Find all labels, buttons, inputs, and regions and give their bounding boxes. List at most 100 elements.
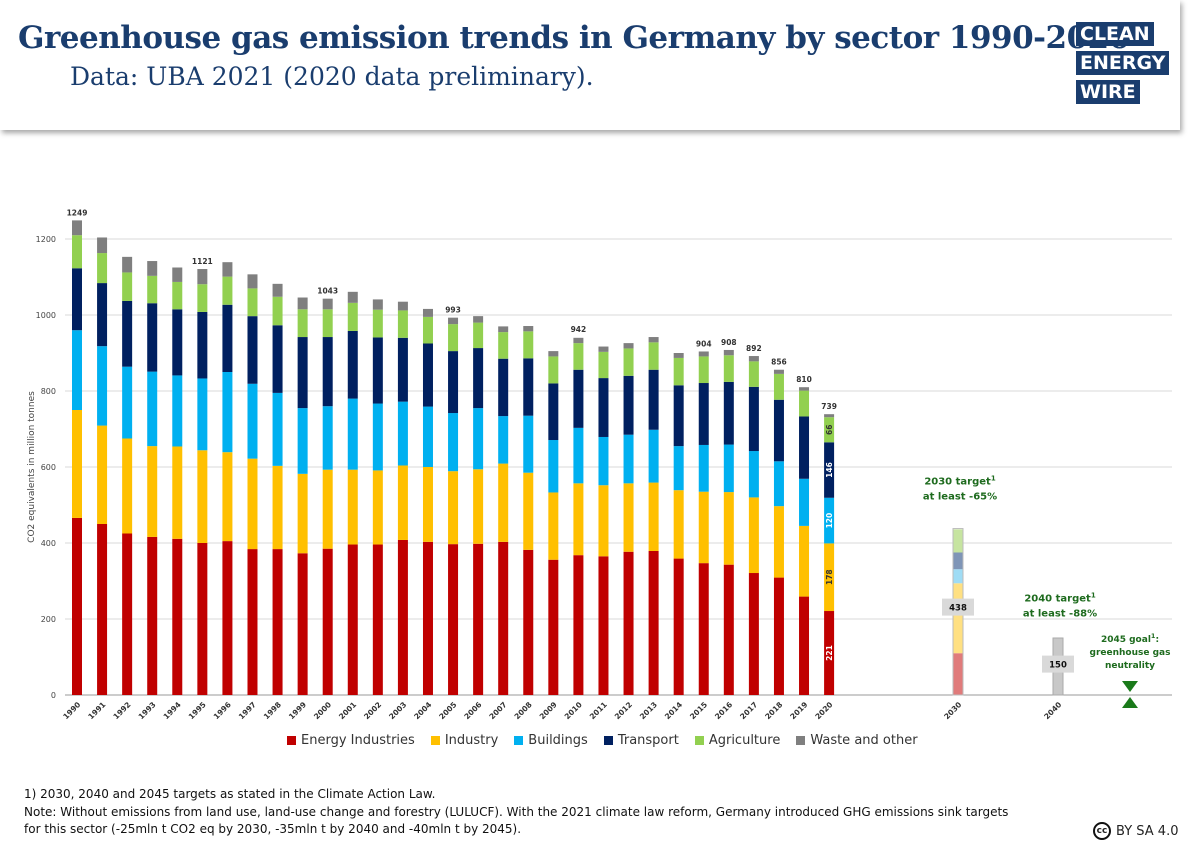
bar-segment-buildings-2012 (623, 434, 634, 484)
legend-item: Buildings (514, 733, 588, 748)
legend-swatch (796, 736, 806, 745)
bar-segment-agriculture-2010 (573, 343, 584, 370)
y-tick-label: 1200 (36, 235, 56, 244)
x-tick-label: 2003 (387, 700, 408, 721)
bar-segment-agriculture-1993 (147, 275, 158, 304)
bar-segment-waste-1997 (247, 274, 258, 289)
bar-segment-buildings-2004 (422, 406, 433, 467)
x-tick-label-target: 2040 (1042, 700, 1063, 721)
total-label-2018: 856 (771, 358, 787, 367)
bar-segment-industry-2008 (523, 472, 534, 550)
logo-line-1: CLEAN (1076, 22, 1154, 46)
bar-segment-waste-2001 (347, 291, 358, 303)
bar-segment-energy-1998 (272, 549, 283, 695)
bar-segment-transport-2014 (673, 385, 684, 447)
x-tick-label: 2010 (563, 700, 584, 721)
bar-segment-waste-2012 (623, 343, 634, 349)
bar-segment-waste-1995 (197, 269, 208, 285)
bar-segment-buildings-1997 (247, 383, 258, 459)
x-tick-label: 2012 (613, 700, 634, 721)
target-2030-segment-agriculture (953, 529, 963, 553)
bar-segment-transport-2000 (322, 337, 333, 407)
legend-swatch (603, 736, 613, 745)
bar-segment-waste-2015 (698, 351, 709, 357)
bar-segment-buildings-2007 (498, 416, 509, 464)
bar-segment-waste-2016 (723, 349, 734, 356)
bar-segment-waste-1992 (122, 256, 133, 273)
bar-segment-buildings-1998 (272, 392, 283, 466)
x-tick-label: 1995 (187, 700, 208, 721)
bar-segment-industry-2011 (598, 485, 609, 557)
bar-segment-industry-2016 (723, 492, 734, 565)
bar-segment-industry-2015 (698, 491, 709, 564)
neutrality-marker-down-icon (1122, 681, 1138, 692)
bar-segment-transport-2020 (824, 442, 835, 498)
bar-segment-waste-1994 (172, 267, 183, 282)
bar-segment-energy-2001 (347, 544, 358, 695)
bar-segment-waste-2013 (648, 337, 659, 343)
bar-segment-energy-2003 (397, 539, 408, 695)
bar-segment-buildings-1991 (97, 346, 108, 426)
bar-segment-industry-1992 (122, 438, 133, 534)
total-label-2016: 908 (721, 338, 737, 347)
legend-swatch (287, 736, 296, 745)
bar-segment-agriculture-2002 (372, 309, 383, 338)
x-tick-label: 2005 (437, 700, 458, 721)
target-caption-2045-line2: greenhouse gas (1090, 648, 1171, 658)
total-label-2005: 993 (445, 306, 461, 315)
license-badge[interactable]: cc BY SA 4.0 (1093, 822, 1178, 840)
bar-segment-waste-2006 (473, 316, 484, 323)
x-tick-label: 2011 (588, 700, 609, 721)
bar-segment-waste-2005 (448, 317, 459, 325)
bar-segment-energy-2015 (698, 563, 709, 695)
x-tick-label: 1996 (212, 700, 233, 721)
y-tick-label: 600 (41, 463, 56, 472)
legend-swatch (694, 736, 704, 745)
creative-commons-icon: cc (1093, 822, 1111, 840)
bar-segment-industry-2006 (473, 469, 484, 544)
target-value-label-2040: 150 (1049, 661, 1067, 671)
bar-segment-waste-2008 (523, 326, 534, 332)
total-label-2019: 810 (796, 375, 812, 384)
target-2030-segment-transport (953, 552, 963, 570)
bar-segment-energy-1995 (197, 543, 208, 695)
bar-segment-buildings-2001 (347, 398, 358, 470)
bar-segment-agriculture-1996 (222, 276, 233, 305)
target-caption-2040-line2: at least -88% (1023, 608, 1097, 619)
x-tick-label: 1997 (237, 700, 258, 721)
bar-segment-transport-2017 (748, 386, 759, 452)
bar-segment-buildings-2015 (698, 444, 709, 492)
bar-segment-industry-1997 (247, 458, 258, 550)
bar-segment-buildings-2011 (598, 436, 609, 486)
chart-legend: Energy Industries Industry Buildings Transp… (287, 733, 918, 748)
x-tick-label: 2013 (638, 700, 659, 721)
bar-segment-buildings-2008 (523, 415, 534, 473)
bar-segment-buildings-2014 (673, 446, 684, 491)
bar-segment-industry-1996 (222, 452, 233, 542)
bar-segment-transport-2004 (422, 343, 433, 407)
bar-segment-waste-2010 (573, 337, 584, 344)
bar-segment-buildings-2010 (573, 427, 584, 484)
bar-segment-buildings-2006 (473, 408, 484, 470)
x-tick-label: 2015 (688, 700, 709, 721)
bar-segment-transport-2013 (648, 369, 659, 430)
x-tick-label: 1992 (111, 700, 132, 721)
clean-energy-wire-logo[interactable]: CLEAN ENERGY WIRE (1076, 22, 1170, 109)
bar-segment-waste-1993 (147, 261, 158, 276)
footnote-1: 1) 2030, 2040 and 2045 targets as stated… (24, 787, 436, 801)
bar-segment-waste-2020 (824, 414, 835, 418)
bar-segment-waste-2000 (322, 298, 333, 310)
segment-label-2020-energy: 221 (825, 645, 834, 661)
bar-segment-industry-2007 (498, 463, 509, 542)
bar-segment-transport-2006 (473, 348, 484, 409)
x-tick-label: 2014 (663, 700, 684, 721)
target-value-box-2030 (942, 598, 974, 616)
bar-segment-transport-2012 (623, 375, 634, 435)
bar-segment-buildings-2000 (322, 406, 333, 470)
y-tick-label: 1000 (36, 311, 56, 320)
bar-segment-buildings-2016 (723, 444, 734, 493)
bar-segment-waste-2003 (397, 301, 408, 311)
bar-segment-buildings-1995 (197, 378, 208, 451)
legend-item: Industry (430, 733, 498, 748)
total-label-2010: 942 (571, 325, 587, 334)
